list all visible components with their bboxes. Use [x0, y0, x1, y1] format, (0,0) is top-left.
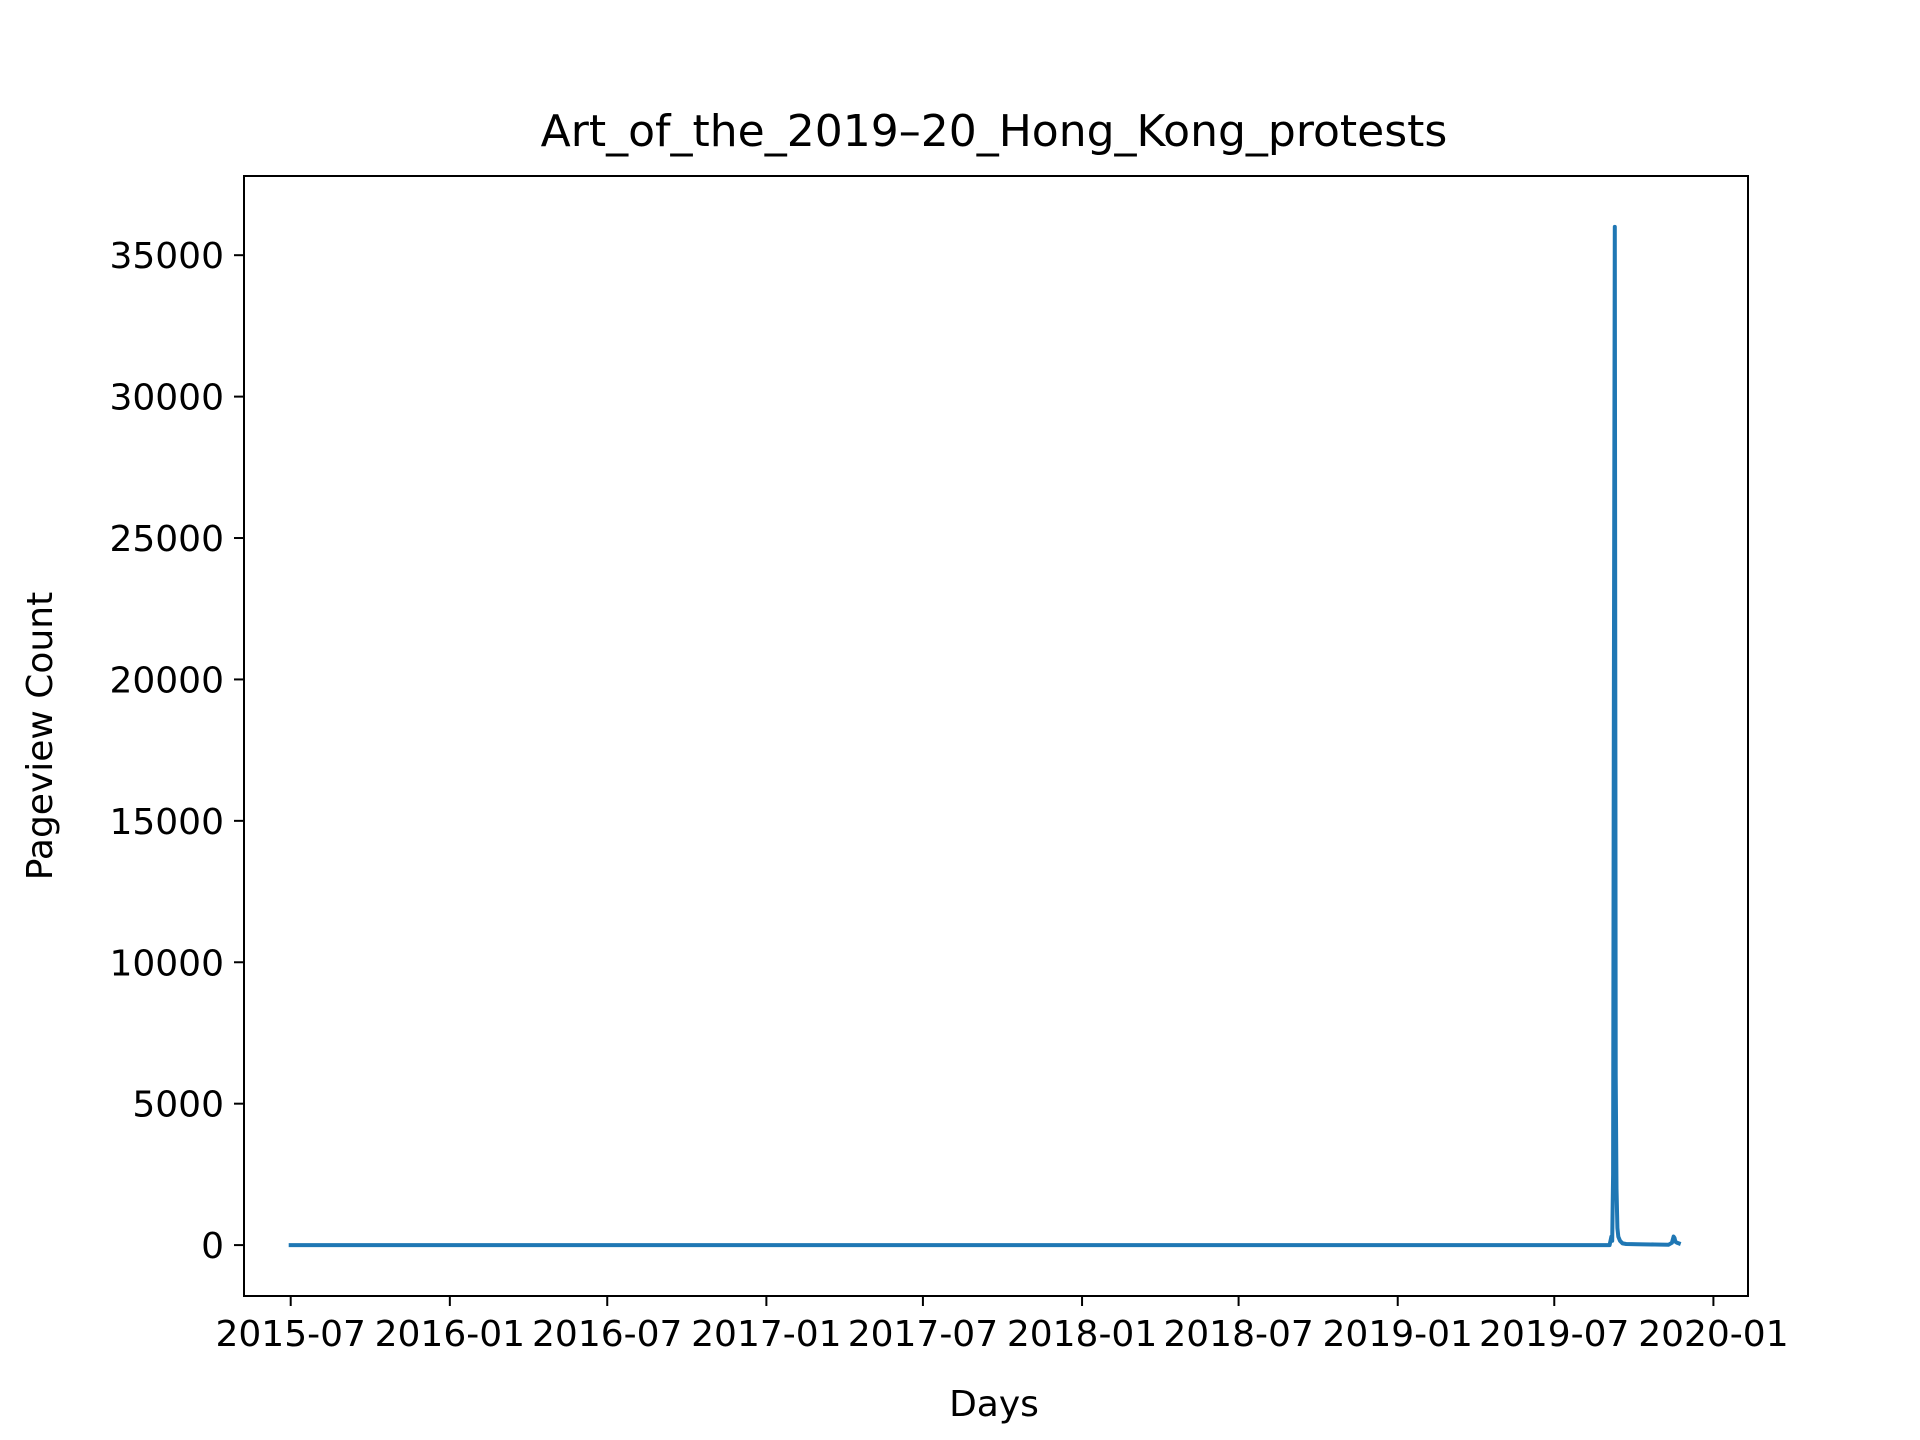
y-tick-label: 25000 [109, 519, 224, 560]
y-tick-label: 0 [201, 1226, 224, 1267]
x-tick-label: 2016-07 [532, 1314, 682, 1355]
y-axis-label: Pageview Count [20, 592, 61, 880]
x-axis-label: Days [949, 1384, 1039, 1425]
y-tick-label: 5000 [132, 1085, 224, 1126]
y-tick-label: 10000 [109, 943, 224, 984]
y-tick-label: 20000 [109, 660, 224, 701]
x-tick-label: 2018-01 [1007, 1314, 1157, 1355]
y-tick-label: 35000 [109, 236, 224, 277]
y-tick-label: 30000 [109, 378, 224, 419]
chart-title: Art_of_the_2019–20_Hong_Kong_protests [541, 106, 1448, 157]
series-layer [288, 224, 1682, 1248]
x-tick-label: 2017-07 [848, 1314, 998, 1355]
x-tick-label: 2019-07 [1479, 1314, 1629, 1355]
axes-frame [243, 175, 1749, 1297]
x-axis: 2015-07 2016-01 2016-07 2017-01 2017-07 2018-… [215, 1296, 1789, 1355]
x-tick-label: 2015-07 [215, 1314, 365, 1355]
plot-area [243, 175, 1749, 1297]
x-tick-label: 2016-01 [375, 1314, 525, 1355]
series-line [288, 224, 1682, 1248]
x-tick-label: 2020-01 [1638, 1314, 1788, 1355]
x-tick-label: 2017-01 [691, 1314, 841, 1355]
y-axis: 0 5000 10000 15000 20000 25000 30000 35000 [109, 236, 244, 1267]
x-tick-label: 2018-07 [1163, 1314, 1313, 1355]
x-tick-label: 2019-01 [1323, 1314, 1473, 1355]
y-tick-label: 15000 [109, 802, 224, 843]
